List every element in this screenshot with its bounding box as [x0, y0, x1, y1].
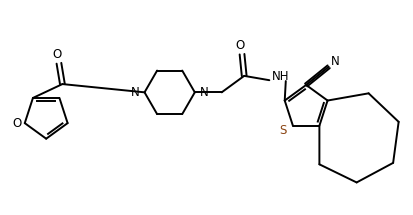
Text: O: O [235, 39, 244, 52]
Text: NH: NH [272, 70, 290, 83]
Text: O: O [52, 48, 62, 61]
Text: N: N [331, 55, 339, 68]
Text: N: N [131, 86, 139, 99]
Text: O: O [12, 117, 21, 130]
Text: N: N [200, 86, 209, 99]
Text: S: S [280, 124, 287, 137]
